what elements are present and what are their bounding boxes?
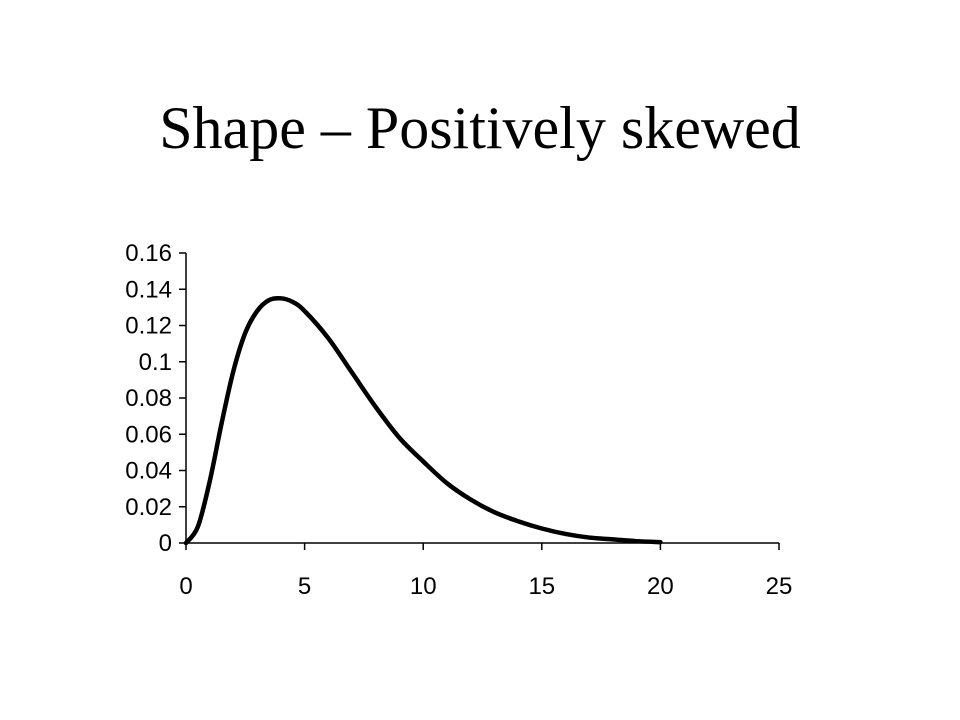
- chart-tick-labels: 0 0.02 0.04 0.06 0.08 0.1 0.12 0.14 0.16 0 5 10 15 20…: [125, 240, 792, 600]
- chart-axes: [179, 252, 780, 550]
- series-line-0: [183, 295, 663, 546]
- y-tick-label: 0.02: [125, 494, 172, 521]
- y-tick-label: 0.04: [125, 458, 172, 485]
- y-tick-label: 0.14: [125, 276, 172, 303]
- x-tick-label: 25: [766, 573, 793, 600]
- y-tick-label: 0: [159, 530, 172, 557]
- x-tick-label: 10: [410, 573, 437, 600]
- slide-title: Shape – Positively skewed: [159, 95, 801, 161]
- x-tick-label: 20: [647, 573, 674, 600]
- y-tick-label: 0.12: [125, 313, 172, 340]
- y-tick-label: 0.16: [125, 240, 172, 267]
- chart-series: [183, 295, 663, 546]
- y-tick-label: 0.1: [139, 349, 172, 376]
- x-tick-label: 5: [298, 573, 311, 600]
- x-tick-label: 0: [179, 573, 192, 600]
- y-tick-label: 0.06: [125, 421, 172, 448]
- y-tick-label: 0.08: [125, 385, 172, 412]
- x-tick-label: 15: [528, 573, 555, 600]
